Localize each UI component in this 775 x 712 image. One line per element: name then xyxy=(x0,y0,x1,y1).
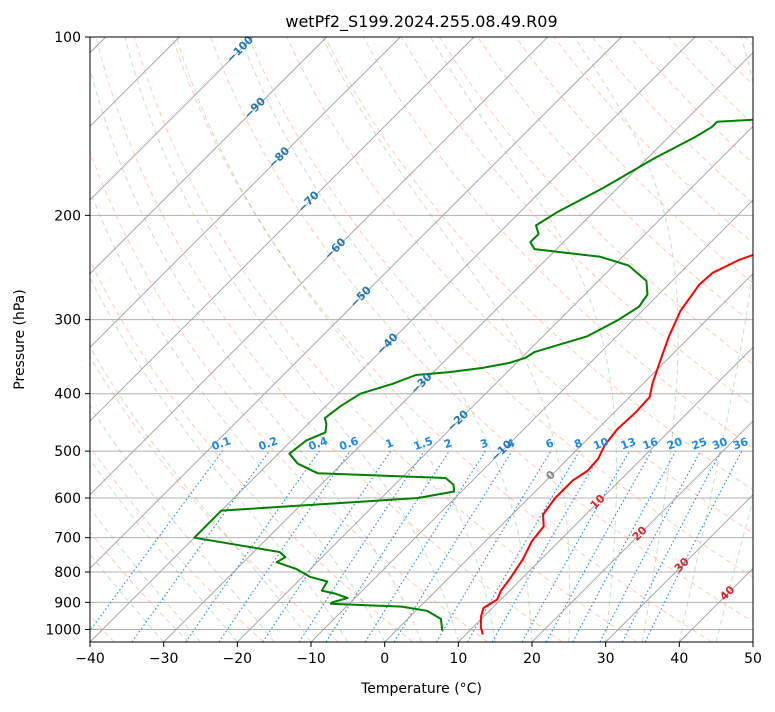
y-tick-label: 1000 xyxy=(45,622,81,638)
x-tick-label: −30 xyxy=(149,651,179,667)
y-tick-label: 900 xyxy=(54,595,81,611)
y-axis-label: Pressure (hPa) xyxy=(12,289,28,389)
x-tick-label: −20 xyxy=(223,651,253,667)
y-tick-label: 700 xyxy=(54,531,81,547)
x-tick-label: 50 xyxy=(744,651,762,667)
y-tick-label: 800 xyxy=(54,565,81,581)
x-tick-label: −40 xyxy=(75,651,105,667)
x-tick-label: 30 xyxy=(597,651,615,667)
x-tick-label: 40 xyxy=(670,651,688,667)
x-tick-label: 10 xyxy=(449,651,467,667)
chart-title: wetPf2_S199.2024.255.08.49.R09 xyxy=(285,12,557,32)
y-tick-label: 500 xyxy=(54,444,81,460)
x-tick-label: 0 xyxy=(380,651,389,667)
y-tick-label: 100 xyxy=(54,30,81,46)
y-tick-label: 200 xyxy=(54,208,81,224)
y-tick-label: 400 xyxy=(54,387,81,403)
y-tick-label: 300 xyxy=(54,313,81,329)
y-tick-label: 600 xyxy=(54,491,81,507)
x-tick-label: −10 xyxy=(296,651,326,667)
x-tick-label: 20 xyxy=(523,651,541,667)
x-axis-label: Temperature (°C) xyxy=(360,681,482,697)
